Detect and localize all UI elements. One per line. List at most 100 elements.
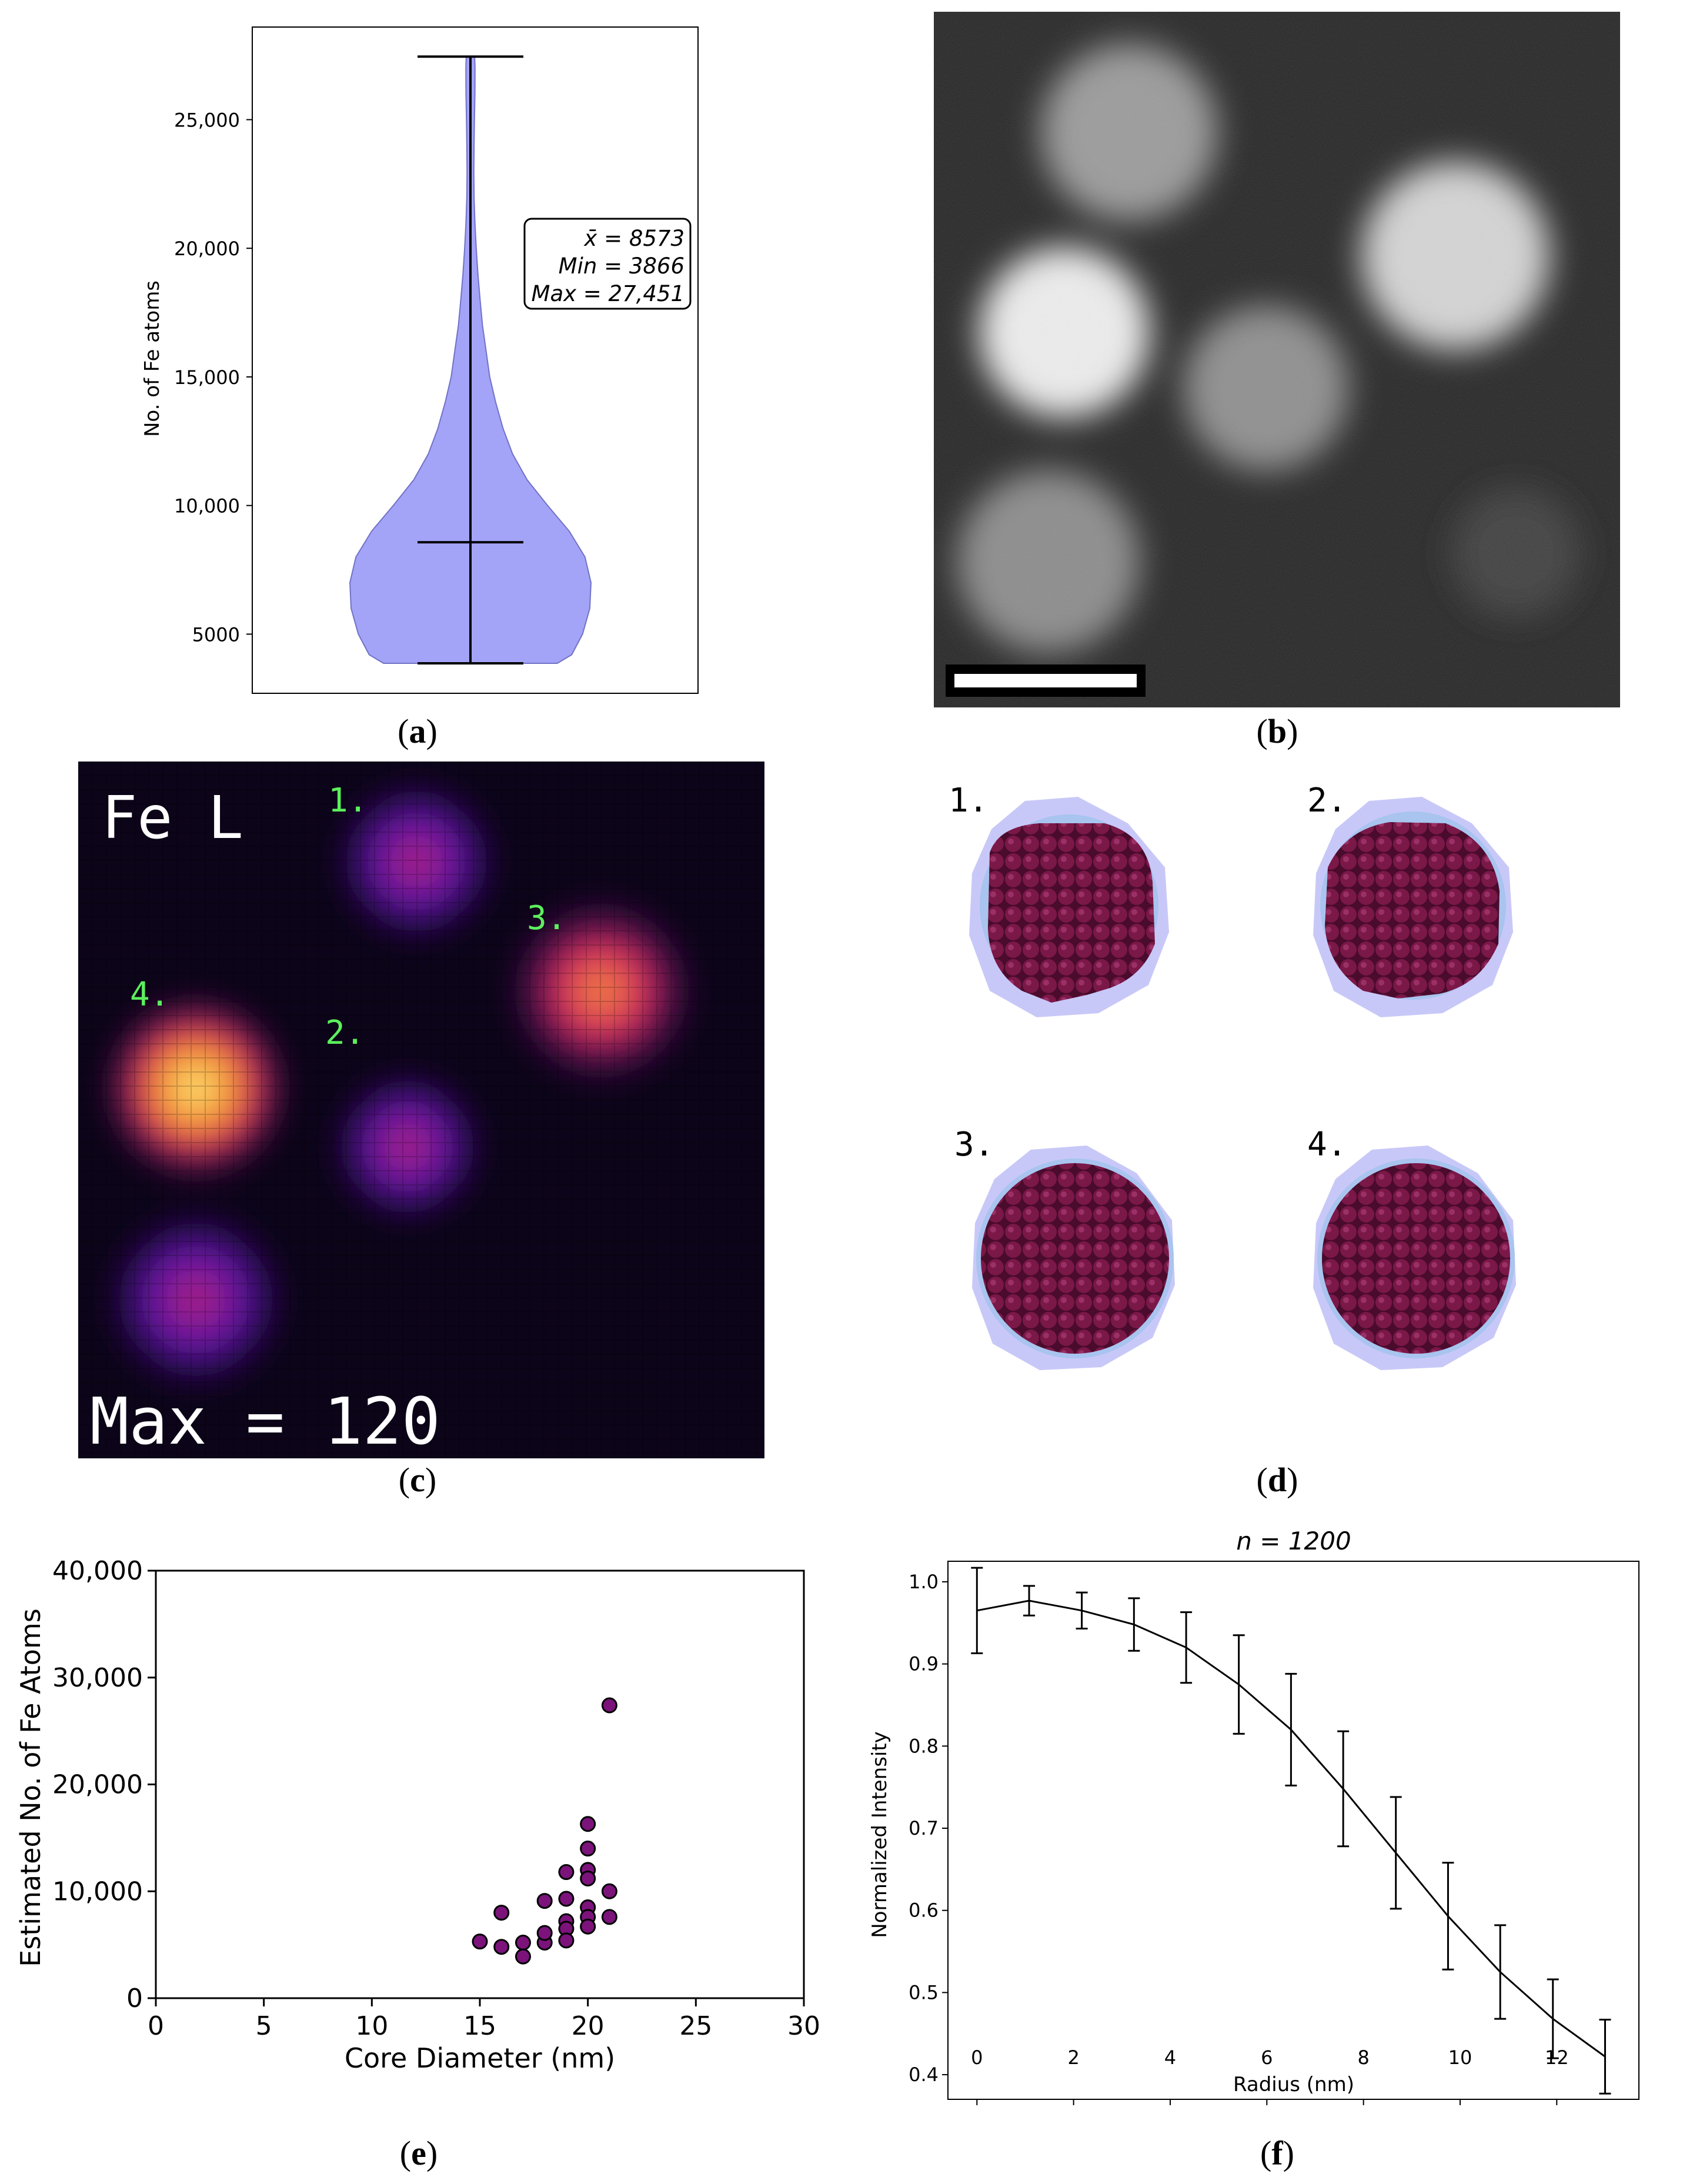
y-axis-label: Normalized Intensity: [868, 1731, 891, 1938]
model-label-1: 1.: [949, 782, 988, 820]
scatter-point: [601, 1697, 617, 1714]
particle-label-1: 1.: [328, 782, 368, 820]
atom-cluster: [1325, 822, 1500, 999]
scatter-point: [493, 1939, 510, 1955]
y-tick-label: 0.6: [909, 1899, 939, 1922]
y-tick-label: 20,000: [52, 1770, 143, 1800]
scatter-point: [580, 1816, 596, 1832]
scatter-point: [580, 1841, 596, 1857]
x-axis-label: Core Diameter (nm): [345, 2042, 615, 2074]
stats-box: [523, 218, 692, 310]
y-tick-label: 25,000: [174, 109, 240, 131]
panel-f: n = 1200 0.4 0.5 0.6 0.7 0.8 0.9 1.0 Normalize…: [853, 1517, 1693, 2105]
x-tick-label: 30: [787, 2011, 820, 2041]
y-tick-label: 0.9: [909, 1653, 939, 1675]
panel-b: [934, 12, 1620, 707]
fe-map-image: Fe L 1. 2. 3. 4. Max = 120: [78, 762, 764, 1458]
y-tick-label: 10,000: [174, 495, 240, 517]
y-ticks: 5000 10,000 15,000 20,000 25,000: [174, 109, 252, 646]
y-tick-label: 30,000: [52, 1663, 143, 1693]
atom-cluster: [981, 1163, 1169, 1354]
y-tick-label: 1.0: [909, 1571, 939, 1593]
y-tick-label: 0.8: [909, 1735, 939, 1757]
panel-label-d: (d): [1256, 1461, 1298, 1499]
x-tick-label: 10: [1448, 2046, 1472, 2069]
plot-frame: [947, 1561, 1639, 2100]
panel-label-a: (a): [398, 712, 438, 750]
line-chart: n = 1200 0.4 0.5 0.6 0.7 0.8 0.9 1.0 Normalize…: [868, 1527, 1639, 2105]
scatter-point: [580, 1870, 596, 1886]
stem-image: [934, 12, 1620, 707]
x-tick-label: 0: [971, 2046, 983, 2069]
stats-annotation: x̄ = 8573 Min = 3866 Max = 27,451: [523, 218, 692, 310]
scatter-point: [601, 1883, 617, 1899]
y-tick-label: 0.4: [909, 2063, 939, 2086]
scatter-point: [515, 1934, 531, 1951]
scatter-point: [558, 1864, 575, 1881]
error-bars: [971, 1567, 1611, 2095]
axis-ticks: 0.4 0.5 0.6 0.7 0.8 0.9 1.0: [909, 1571, 1558, 2105]
x-tick-label: 8: [1357, 2046, 1370, 2069]
scatter-point: [558, 1891, 575, 1907]
panel-c: Fe L 1. 2. 3. 4. Max = 120: [78, 762, 764, 1458]
model-1: 1.: [949, 782, 1169, 1017]
x-tick-label: 10: [355, 2011, 388, 2041]
model-4: 4.: [1307, 1126, 1516, 1370]
model-2: 2.: [1307, 782, 1513, 1017]
y-axis-label: No. of Fe atoms: [141, 280, 164, 437]
x-tick-label: 25: [679, 2011, 712, 2041]
panel-label-f: (f): [1260, 2134, 1294, 2172]
scatter-point: [580, 1918, 596, 1935]
violin-lines: [418, 55, 523, 664]
axis-ticks: 0 5 10 15 20 25 30 0 10,000 20,000 30,000 40,000: [52, 1556, 820, 2041]
stats-max: Max = 27,451: [532, 281, 684, 306]
element-label: Fe L: [102, 783, 243, 852]
scatter-point: [536, 1925, 553, 1941]
atom-cluster: [988, 823, 1155, 1003]
stats-mean: x̄ = 8573: [583, 226, 684, 251]
x-tick-label: 6: [1261, 2046, 1273, 2069]
panel-label-e: (e): [399, 2134, 438, 2172]
model-label-2: 2.: [1307, 782, 1347, 820]
scatter-point: [536, 1893, 553, 1909]
scatter-point: [601, 1909, 617, 1925]
x-tick-label: 15: [463, 2011, 496, 2041]
x-tick-label: 0: [148, 2011, 164, 2041]
model-grid: 1. 2. 3. 4.: [949, 782, 1516, 1370]
series-line: [977, 1599, 1606, 2058]
x-tick-label: 2: [1067, 2046, 1080, 2069]
scale-bar: [954, 674, 1137, 687]
panel-e: 0 5 10 15 20 25 30 0 10,000 20,000 30,000 40,000 Co…: [0, 1541, 841, 2082]
x-tick-label: 20: [572, 2011, 605, 2041]
scatter-point: [515, 1948, 531, 1965]
model-label-3: 3.: [954, 1126, 994, 1164]
scatter-chart: 0 5 10 15 20 25 30 0 10,000 20,000 30,000 40,000 Co…: [15, 1556, 820, 2074]
scatter-point: [472, 1933, 488, 1950]
violin-chart: 5000 10,000 15,000 20,000 25,000 No. of Fe a…: [141, 26, 699, 694]
model-label-4: 4.: [1307, 1126, 1347, 1164]
chart-title: n = 1200: [1236, 1527, 1351, 1555]
atom-cluster: [1322, 1163, 1510, 1354]
x-axis-label: Radius (nm): [1233, 2073, 1354, 2096]
panel-label-b: (b): [1256, 712, 1298, 750]
max-label: Max = 120: [90, 1384, 440, 1458]
stats-min: Min = 3866: [559, 253, 684, 279]
y-axis-label: Estimated No. of Fe Atoms: [15, 1608, 46, 1966]
y-tick-label: 0: [126, 1983, 143, 2013]
y-tick-label: 5000: [192, 623, 240, 646]
y-tick-label: 10,000: [52, 1876, 143, 1906]
panel-d: 1. 2. 3. 4.: [934, 764, 1620, 1458]
y-tick-label: 15,000: [174, 366, 240, 389]
particle-label-3: 3.: [527, 899, 566, 937]
panel-label-c: (c): [398, 1461, 437, 1499]
model-3: 3.: [954, 1126, 1175, 1370]
particle-label-4: 4.: [130, 976, 169, 1014]
scatter-point: [558, 1932, 575, 1949]
y-tick-label: 0.5: [909, 1981, 939, 2003]
x-tick-label: 12: [1544, 2046, 1569, 2069]
x-tick-label: 5: [256, 2011, 272, 2041]
panel-a: 5000 10,000 15,000 20,000 25,000 No. of Fe a…: [129, 18, 717, 712]
x-tick-label: 4: [1164, 2046, 1177, 2069]
scatter-points: [472, 1697, 617, 1965]
y-tick-label: 40,000: [52, 1556, 143, 1586]
